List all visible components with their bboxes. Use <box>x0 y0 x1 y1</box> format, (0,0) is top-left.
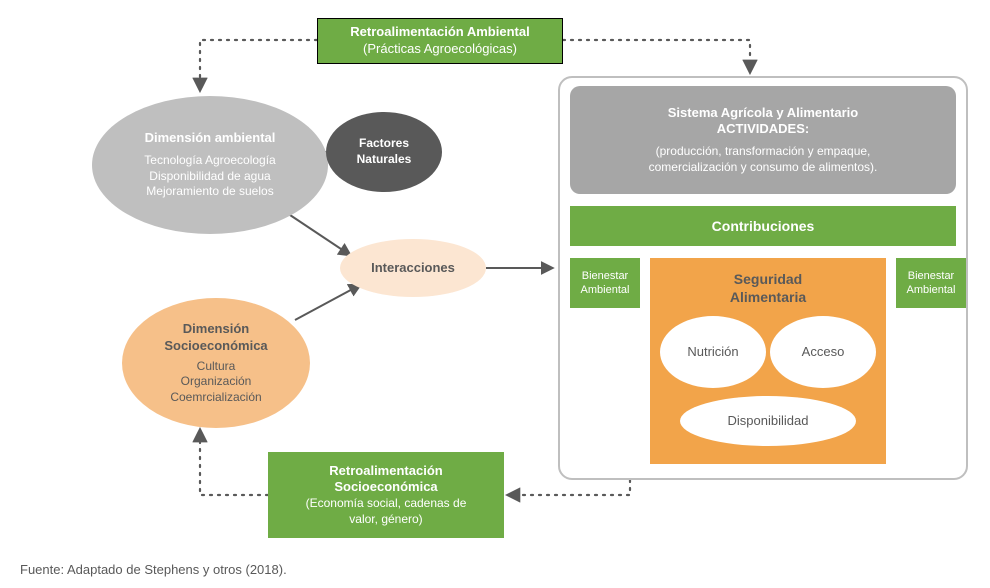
bottom-feedback-title1: Retroalimentación <box>329 463 442 480</box>
contributions-label: Contribuciones <box>712 217 815 235</box>
env-dimension-ellipse: Dimensión ambiental Tecnología Agroecolo… <box>92 96 328 234</box>
top-feedback-title: Retroalimentación Ambiental <box>350 24 529 41</box>
access-label: Acceso <box>802 344 845 361</box>
env-line2: Disponibilidad de agua <box>149 169 270 185</box>
bottom-feedback-sub2: valor, género) <box>349 512 422 528</box>
top-feedback-box: Retroalimentación Ambiental (Prácticas A… <box>317 18 563 64</box>
natural-line2: Naturales <box>357 152 412 168</box>
socio-title2: Socioeconómica <box>164 338 267 355</box>
socio-title1: Dimensión <box>183 321 249 338</box>
wellbeing-right-l1: Bienestar <box>908 269 954 283</box>
nutrition-label: Nutrición <box>687 344 738 361</box>
source-label: Fuente: Adaptado de Stephens y otros (20… <box>20 562 287 577</box>
foodsec-title2: Alimentaria <box>730 288 806 306</box>
bottom-feedback-sub1: (Economía social, cadenas de <box>306 496 467 512</box>
foodsec-title1: Seguridad <box>734 270 802 288</box>
natural-line1: Factores <box>359 136 409 152</box>
wellbeing-right-box: Bienestar Ambiental <box>896 258 966 308</box>
socio-line2: Organización <box>181 374 252 390</box>
contributions-box: Contribuciones <box>570 206 956 246</box>
bottom-feedback-title2: Socioeconómica <box>334 479 437 496</box>
socio-dimension-ellipse: Dimensión Socioeconómica Cultura Organiz… <box>122 298 310 428</box>
top-feedback-sub: (Prácticas Agroecológicas) <box>363 41 517 58</box>
system-title2: ACTIVIDADES: <box>717 121 809 138</box>
wellbeing-left-l1: Bienestar <box>582 269 628 283</box>
bottom-feedback-box: Retroalimentación Socioeconómica (Econom… <box>268 452 504 538</box>
env-line1: Tecnología Agroecología <box>144 153 275 169</box>
source-text: Fuente: Adaptado de Stephens y otros (20… <box>20 562 287 577</box>
wellbeing-right-l2: Ambiental <box>907 283 956 297</box>
interactions-label: Interacciones <box>371 260 455 277</box>
system-box: Sistema Agrícola y Alimentario ACTIVIDAD… <box>570 86 956 194</box>
env-line3: Mejoramiento de suelos <box>146 184 273 200</box>
availability-ellipse: Disponibilidad <box>680 396 856 446</box>
system-title1: Sistema Agrícola y Alimentario <box>668 105 859 122</box>
availability-label: Disponibilidad <box>728 413 809 430</box>
system-sub2: comercialización y consumo de alimentos)… <box>649 160 878 176</box>
wellbeing-left-l2: Ambiental <box>581 283 630 297</box>
env-title: Dimensión ambiental <box>145 130 276 147</box>
socio-line1: Cultura <box>197 359 236 375</box>
interactions-ellipse: Interacciones <box>340 239 486 297</box>
system-sub1: (producción, transformación y empaque, <box>656 144 871 160</box>
nutrition-ellipse: Nutrición <box>660 316 766 388</box>
wellbeing-left-box: Bienestar Ambiental <box>570 258 640 308</box>
socio-line3: Coemrcialización <box>170 390 261 406</box>
access-ellipse: Acceso <box>770 316 876 388</box>
natural-factors-ellipse: Factores Naturales <box>326 112 442 192</box>
